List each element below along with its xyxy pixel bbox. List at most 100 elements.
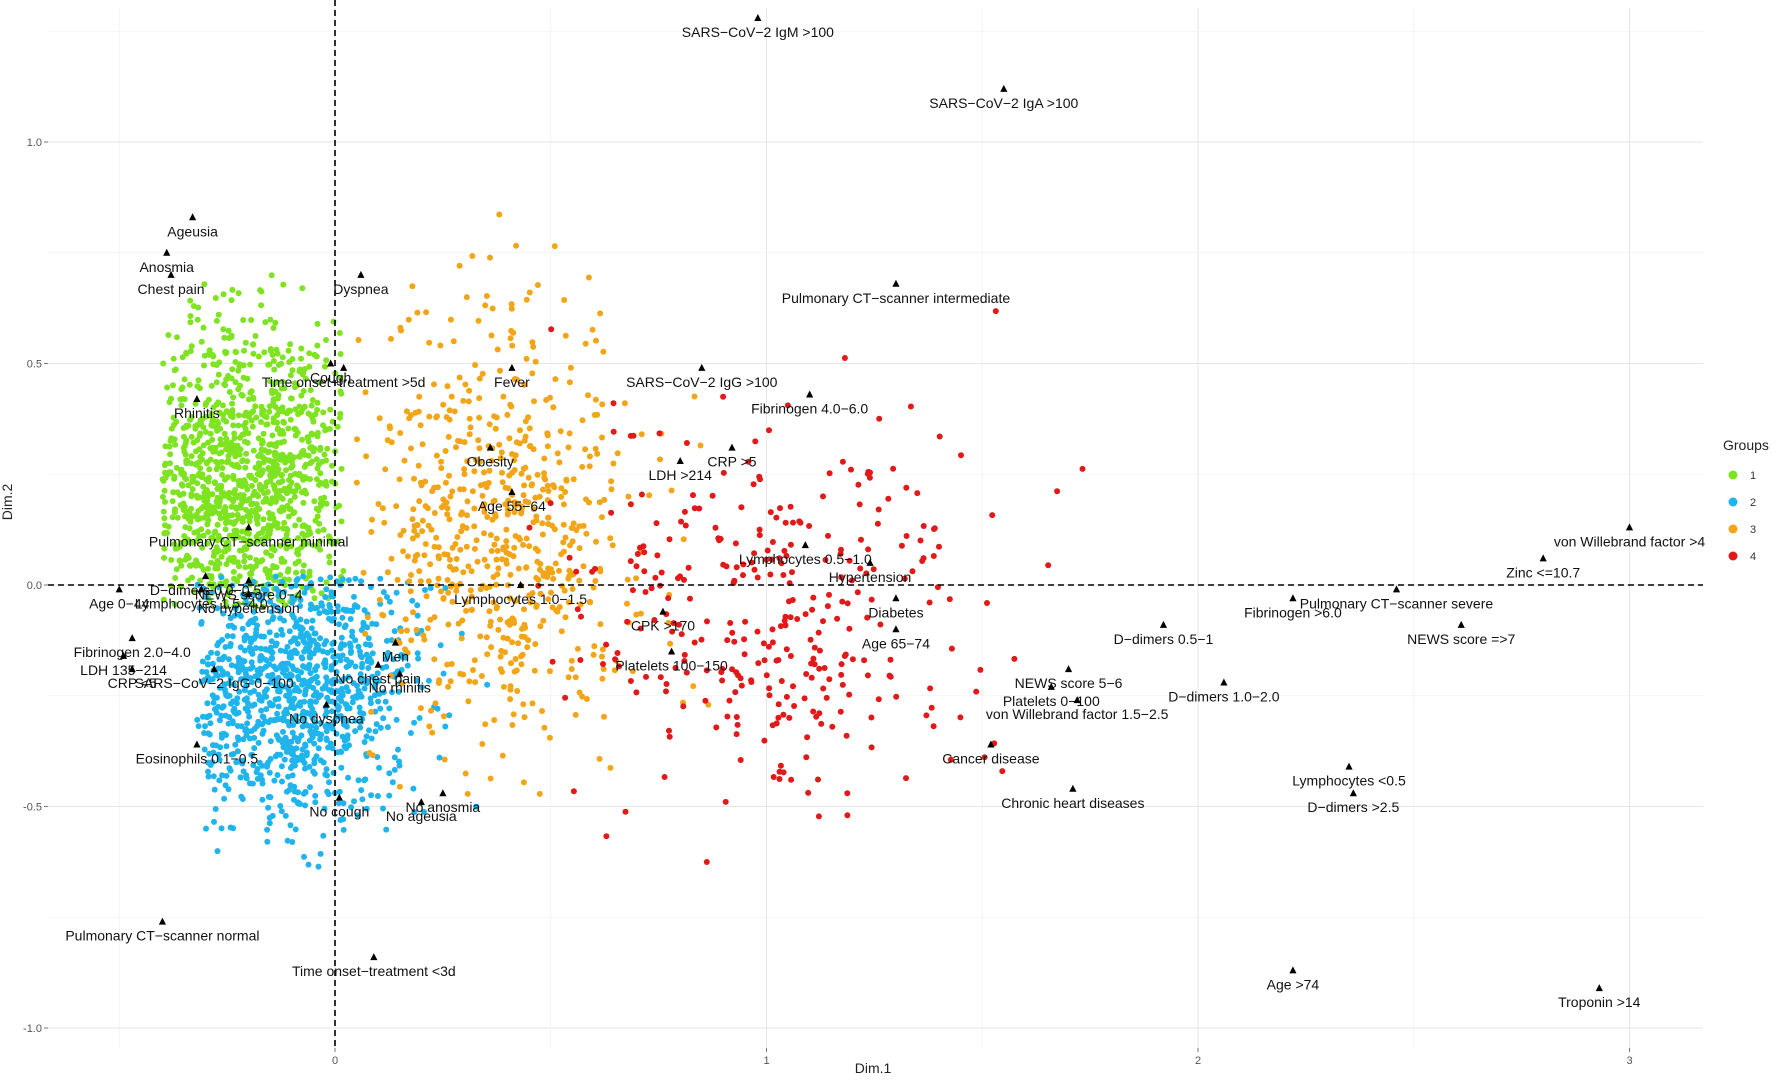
data-point bbox=[483, 634, 490, 641]
data-point bbox=[440, 713, 447, 720]
data-point bbox=[681, 658, 688, 664]
data-point bbox=[352, 663, 359, 670]
data-point bbox=[322, 657, 329, 664]
data-point bbox=[565, 599, 572, 606]
data-point bbox=[433, 534, 440, 541]
data-point bbox=[443, 499, 450, 506]
data-point bbox=[312, 666, 319, 672]
data-point bbox=[726, 697, 733, 704]
data-point bbox=[254, 622, 261, 629]
data-point bbox=[865, 546, 872, 553]
data-point bbox=[278, 626, 285, 633]
data-point bbox=[309, 397, 316, 403]
data-point bbox=[927, 685, 934, 692]
data-point bbox=[208, 559, 215, 566]
data-point bbox=[740, 561, 747, 568]
data-point bbox=[209, 491, 216, 498]
data-point bbox=[713, 724, 720, 731]
data-point bbox=[356, 648, 363, 655]
data-point bbox=[243, 632, 250, 639]
data-point bbox=[239, 458, 246, 465]
data-point bbox=[339, 652, 346, 659]
data-point bbox=[337, 657, 344, 664]
data-point bbox=[396, 783, 403, 790]
data-point bbox=[731, 577, 738, 584]
data-point bbox=[194, 581, 201, 588]
data-point bbox=[278, 455, 285, 461]
legend-label-4: 4 bbox=[1750, 551, 1756, 563]
data-point bbox=[769, 539, 776, 545]
data-point bbox=[277, 542, 284, 549]
data-point bbox=[360, 710, 367, 717]
data-point bbox=[243, 772, 250, 779]
data-point bbox=[288, 750, 295, 757]
data-point bbox=[530, 343, 537, 350]
data-point bbox=[217, 436, 224, 443]
data-point bbox=[780, 769, 787, 776]
data-point bbox=[161, 545, 168, 552]
y-tick-label: 0.0 bbox=[27, 580, 42, 592]
data-point bbox=[846, 625, 853, 632]
data-point bbox=[562, 489, 569, 495]
data-point bbox=[269, 616, 276, 623]
data-point bbox=[219, 402, 226, 409]
data-point bbox=[734, 721, 741, 728]
data-point bbox=[537, 590, 544, 597]
data-point bbox=[296, 676, 302, 683]
data-point bbox=[306, 572, 313, 579]
data-point bbox=[614, 650, 621, 656]
data-point bbox=[226, 489, 233, 496]
data-point bbox=[907, 403, 914, 410]
data-point bbox=[992, 308, 999, 315]
data-point bbox=[353, 479, 360, 486]
data-point bbox=[300, 369, 307, 376]
data-point bbox=[221, 681, 228, 688]
data-point bbox=[754, 628, 761, 635]
data-point bbox=[737, 675, 744, 682]
data-point bbox=[311, 756, 318, 763]
data-point bbox=[691, 505, 698, 512]
data-point bbox=[751, 550, 758, 557]
data-point bbox=[450, 338, 457, 345]
data-point bbox=[740, 572, 746, 579]
data-point bbox=[280, 728, 286, 735]
data-point bbox=[309, 587, 316, 594]
data-point bbox=[314, 543, 321, 550]
annotation-label: Age 65−74 bbox=[862, 635, 930, 651]
data-point bbox=[441, 756, 448, 763]
data-point bbox=[509, 722, 516, 728]
data-point bbox=[462, 770, 469, 777]
data-point bbox=[511, 509, 518, 516]
y-tick-label: 0.5 bbox=[27, 359, 42, 371]
data-point bbox=[219, 668, 226, 675]
data-point bbox=[264, 421, 271, 428]
data-point bbox=[526, 289, 533, 296]
data-point bbox=[259, 666, 266, 673]
data-point bbox=[928, 704, 935, 711]
x-tick-label: 3 bbox=[1626, 1055, 1632, 1067]
data-point bbox=[301, 403, 308, 410]
data-point bbox=[493, 581, 500, 588]
data-point bbox=[216, 684, 223, 691]
data-point bbox=[320, 422, 326, 429]
data-point bbox=[484, 681, 491, 688]
data-point bbox=[469, 253, 476, 259]
data-point bbox=[409, 535, 416, 542]
data-point bbox=[317, 850, 324, 857]
data-point bbox=[307, 784, 313, 791]
data-point bbox=[414, 650, 421, 657]
data-point bbox=[235, 386, 242, 393]
x-tick-label: 2 bbox=[1195, 1055, 1201, 1067]
data-point bbox=[583, 696, 590, 702]
data-point bbox=[228, 700, 234, 707]
data-point bbox=[229, 461, 235, 468]
annotation-marker bbox=[508, 487, 516, 495]
data-point bbox=[248, 728, 255, 735]
data-point bbox=[266, 448, 273, 455]
data-point bbox=[254, 667, 261, 674]
data-point bbox=[259, 721, 266, 728]
data-point bbox=[815, 813, 822, 820]
data-point bbox=[283, 531, 290, 538]
data-point bbox=[270, 563, 277, 569]
data-point bbox=[761, 737, 768, 744]
